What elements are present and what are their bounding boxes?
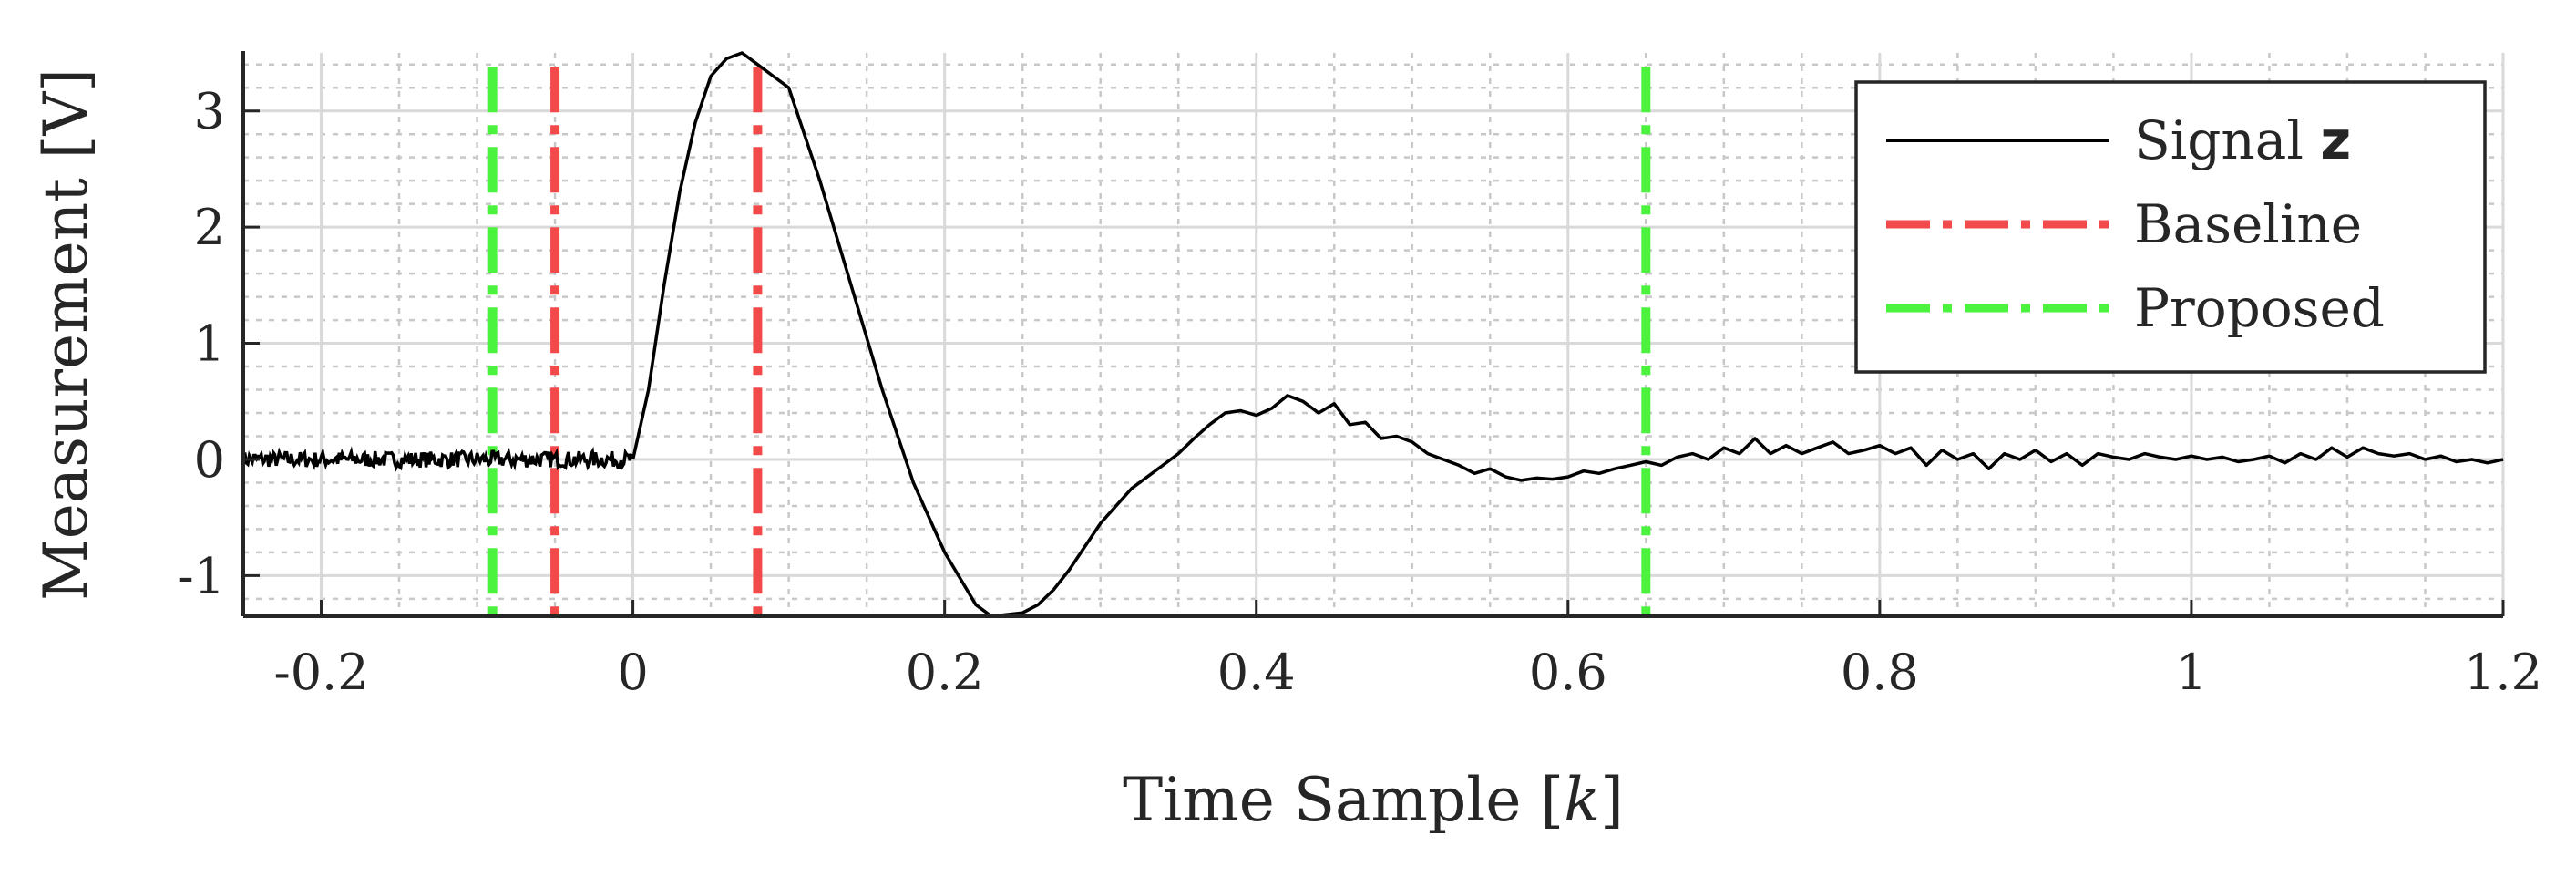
legend-box — [1854, 80, 2487, 374]
x-tick-label: 0.4 — [1217, 644, 1296, 701]
axes — [241, 51, 2505, 618]
legend-label-baseline: Baseline — [2134, 193, 2362, 255]
x-tick-label: -0.2 — [273, 644, 368, 701]
x-tick-label: 0 — [617, 644, 648, 701]
x-axis-label: Time Sample [k] — [1123, 765, 1624, 835]
x-tick-label: 0.6 — [1529, 644, 1607, 701]
x-tick-label: 1.2 — [2464, 644, 2542, 701]
y-tick-label: 0 — [194, 431, 225, 489]
x-tick-label: 0.2 — [906, 644, 984, 701]
series-lines — [241, 51, 2504, 618]
y-axis-label: Measurement [V] — [31, 68, 101, 601]
y-tick-label: 2 — [194, 199, 225, 256]
legend-label-signal-bold: z — [2320, 109, 2351, 171]
legend-label-proposed: Proposed — [2134, 277, 2385, 339]
y-tick-label: 1 — [194, 315, 225, 373]
signal-noise-line — [241, 446, 633, 472]
tick-labels: -0.2 0 0.2 0.4 0.6 0.8 1 1.2 -1 0 1 2 3 — [177, 83, 2542, 701]
y-tick-label: -1 — [177, 547, 225, 604]
event-lines — [487, 67, 1651, 616]
legend-label-signal-text: Signal — [2134, 109, 2320, 171]
legend-label-signal: Signal z — [2134, 109, 2351, 171]
x-tick-label: 1 — [2176, 644, 2207, 701]
legend: Signal z Baseline Proposed — [1854, 80, 2487, 374]
y-tick-label: 3 — [194, 83, 225, 140]
signal-line — [631, 51, 2504, 618]
x-tick-label: 0.8 — [1841, 644, 1919, 701]
